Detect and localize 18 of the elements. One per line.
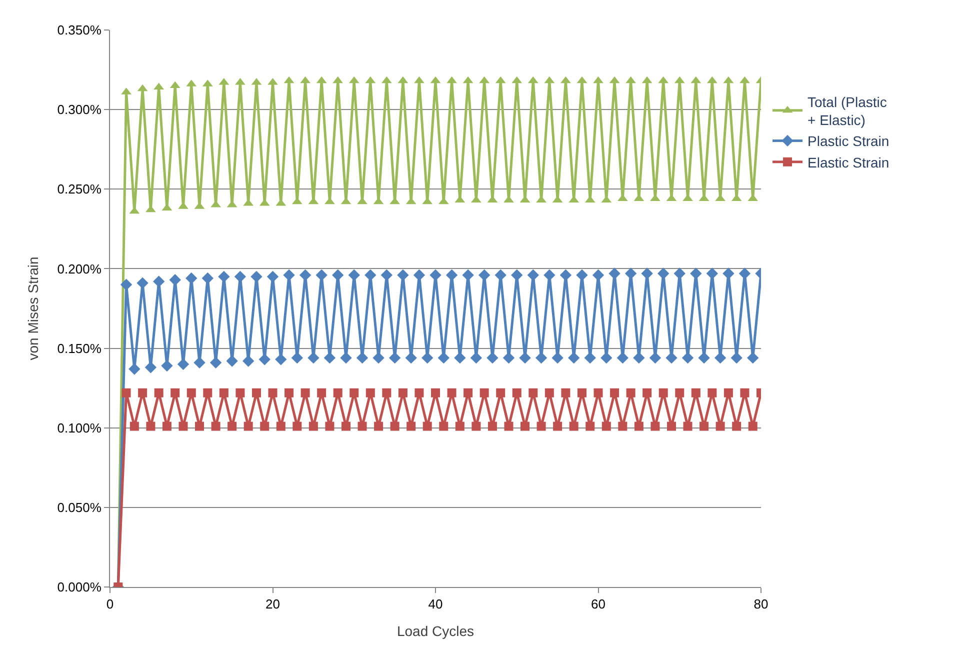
y-axis-title: von Mises Strain [24, 256, 41, 360]
y-tick-label: 0.050% [57, 500, 102, 515]
y-tick-label: 0.350% [57, 22, 102, 38]
y-tick-label: 0.250% [57, 182, 102, 197]
y-tick-label: 0.300% [57, 102, 102, 118]
x-axis-title: Load Cycles [396, 622, 474, 639]
x-tick-label: 20 [266, 596, 280, 612]
y-tick-label: 0.000% [57, 580, 102, 595]
legend-label: Plastic Strain [808, 133, 890, 150]
x-tick-label: 60 [591, 596, 606, 612]
y-tick-label: 0.100% [57, 420, 102, 436]
x-tick-label: 0 [106, 596, 114, 612]
y-tick-label: 0.150% [57, 340, 102, 356]
legend-label: Elastic Strain [808, 154, 890, 170]
x-tick-label: 40 [428, 596, 443, 612]
y-tick-label: 0.200% [57, 261, 102, 276]
x-tick-label: 80 [754, 596, 768, 612]
legend-label: Total (Plastic + Elastic) [808, 94, 887, 128]
